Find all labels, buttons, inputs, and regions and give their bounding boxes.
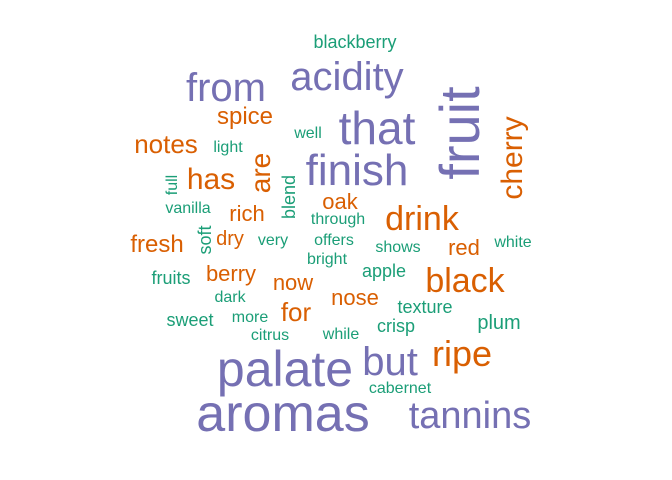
word-through: through — [310, 211, 366, 228]
word-black: black — [425, 262, 505, 300]
word-fresh: fresh — [130, 231, 184, 258]
word-aromas: aromas — [196, 385, 370, 443]
word-red: red — [448, 235, 480, 260]
word-cabernet: cabernet — [368, 380, 432, 397]
word-blend: blend — [279, 174, 299, 220]
word-acidity: acidity — [290, 55, 404, 99]
word-while: while — [322, 326, 360, 343]
word-cherry: cherry — [496, 116, 529, 200]
word-notes: notes — [134, 129, 198, 159]
word-plum: plum — [477, 312, 521, 334]
word-soft: soft — [195, 225, 215, 255]
word-now: now — [272, 270, 314, 295]
word-but: but — [362, 340, 418, 384]
word-are: are — [245, 152, 276, 194]
word-fruit: fruit — [428, 86, 491, 180]
word-fruits: fruits — [151, 268, 191, 288]
word-rich: rich — [229, 201, 265, 226]
word-texture: texture — [397, 297, 453, 317]
word-dry: dry — [216, 228, 244, 250]
word-ripe: ripe — [431, 333, 493, 374]
word-tannins: tannins — [408, 395, 532, 437]
word-full: full — [164, 174, 181, 196]
word-offers: offers — [314, 232, 354, 249]
word-spice: spice — [216, 103, 274, 130]
word-that: that — [338, 102, 416, 154]
word-light: light — [213, 139, 243, 156]
word-more: more — [231, 309, 269, 326]
word-drink: drink — [385, 200, 459, 238]
word-palate: palate — [216, 341, 354, 397]
word-very: very — [257, 232, 289, 249]
word-citrus: citrus — [250, 327, 290, 344]
word-has: has — [186, 163, 236, 196]
word-well: well — [294, 125, 322, 142]
word-bright: bright — [306, 251, 348, 268]
word-crisp: crisp — [376, 316, 416, 336]
word-berry: berry — [205, 261, 257, 286]
word-white: white — [494, 234, 532, 251]
word-vanilla: vanilla — [165, 200, 211, 217]
word-apple: apple — [361, 261, 407, 281]
word-sweet: sweet — [166, 310, 214, 330]
word-finish: finish — [305, 146, 409, 195]
word-blackberry: blackberry — [313, 32, 397, 52]
word-from: from — [186, 66, 266, 110]
word-dark: dark — [214, 289, 246, 306]
word-for: for — [280, 297, 312, 327]
word-nose: nose — [331, 285, 379, 310]
word-shows: shows — [375, 239, 421, 256]
word-oak: oak — [322, 189, 358, 214]
